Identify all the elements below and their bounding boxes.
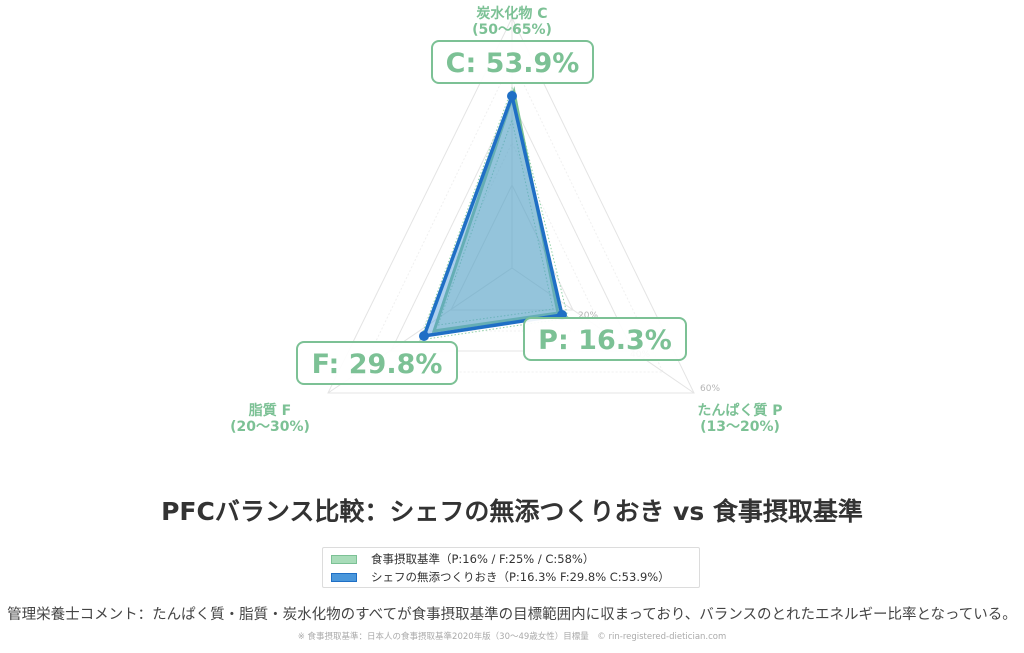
legend-label-standard: 食事摂取基準（P:16% / F:25% / C:58%） bbox=[371, 552, 595, 566]
tick-20: 20% bbox=[578, 311, 599, 321]
legend-item-chef[interactable]: シェフの無添つくりおき（P:16.3% F:29.8% C:53.9%） bbox=[331, 568, 691, 586]
value-box-carbs: C: 53.9% bbox=[431, 40, 594, 84]
axis-name-c: 炭水化物 C bbox=[476, 6, 548, 22]
tick-60: 60% bbox=[700, 384, 721, 394]
axis-range-c: (50〜65%) bbox=[472, 22, 552, 38]
value-box-fat: F: 29.8% bbox=[296, 341, 458, 385]
chart-title: PFCバランス比較：シェフの無添つくりおき vs 食事摂取基準 bbox=[161, 497, 863, 526]
axis-name-p: たんぱく質 P bbox=[697, 403, 783, 419]
legend-label-chef: シェフの無添つくりおき（P:16.3% F:29.8% C:53.9%） bbox=[371, 570, 670, 584]
footnote: ※ 食事摂取基準：日本人の食事摂取基準2020年版（30〜49歳女性）目標量 ©… bbox=[297, 632, 727, 642]
axis-range-f: (20〜30%) bbox=[230, 419, 310, 435]
axis-label-carbs: 炭水化物 C (50〜65%) bbox=[452, 6, 572, 38]
legend-swatch-standard bbox=[331, 554, 357, 564]
chef-polygon bbox=[421, 89, 565, 339]
axis-range-p: (13〜20%) bbox=[700, 419, 780, 435]
axis-name-f: 脂質 F bbox=[248, 403, 292, 419]
dietitian-comment: 管理栄養士コメント：たんぱく質・脂質・炭水化物のすべてが食事摂取基準の目標範囲内… bbox=[7, 607, 1017, 623]
legend: 食事摂取基準（P:16% / F:25% / C:58%） シェフの無添つくりお… bbox=[322, 547, 700, 588]
axis-label-protein: たんぱく質 P (13〜20%) bbox=[680, 403, 800, 435]
legend-swatch-chef bbox=[331, 572, 357, 582]
target-range bbox=[419, 86, 569, 341]
chef-point-c bbox=[507, 91, 517, 101]
value-box-protein: P: 16.3% bbox=[523, 317, 687, 361]
legend-item-standard[interactable]: 食事摂取基準（P:16% / F:25% / C:58%） bbox=[331, 550, 691, 568]
axis-label-fat: 脂質 F (20〜30%) bbox=[215, 403, 325, 435]
chef-point-f bbox=[419, 331, 429, 341]
